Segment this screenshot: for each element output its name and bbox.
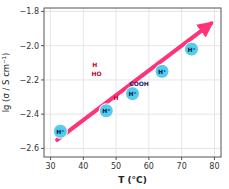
arrow-line: [57, 23, 211, 139]
grid-line: [50, 8, 51, 157]
grid-line: [181, 8, 182, 157]
tick-label: 40: [78, 162, 88, 171]
annotations: H⁺ H⁺ H⁺ H⁺ H⁺ HO H COOH H: [56, 46, 195, 135]
plot-frame: [44, 8, 221, 157]
annotation: H⁺: [128, 90, 136, 97]
point: [53, 124, 67, 138]
point: [126, 87, 140, 101]
annotation: HO: [91, 70, 101, 77]
grid-line: [214, 8, 215, 157]
tick-label: 60: [144, 162, 154, 171]
tick-label: −2.4: [20, 110, 39, 119]
point: [99, 104, 113, 118]
point: [155, 64, 169, 78]
point: [185, 42, 199, 56]
annotation: H⁺: [158, 68, 166, 75]
tick-label: −2.2: [20, 76, 39, 85]
tick-label: 50: [111, 162, 121, 171]
grid-line: [44, 11, 221, 12]
annotation: H⁺: [187, 46, 195, 53]
grid-line: [116, 8, 117, 157]
annotation: COOH: [129, 80, 149, 87]
axes: 30 40 50 60 70 80 −2.6 −2.4 −2.2 −2.0 −1.8: [20, 7, 221, 171]
tick-label: 80: [209, 162, 219, 171]
grid-line: [83, 8, 84, 157]
annotation: H: [114, 94, 119, 101]
tick-label: −2.6: [20, 144, 39, 153]
plot-area: [53, 23, 211, 139]
tick-label: 30: [45, 162, 55, 171]
x-axis-label: T (°C): [118, 175, 147, 185]
annotation: H⁺: [56, 128, 64, 135]
tick-label: −1.8: [20, 7, 39, 16]
tick-label: 70: [177, 162, 187, 171]
y-axis-label: lg (σ / S cm⁻¹): [1, 53, 11, 113]
annotation: H⁺: [102, 107, 110, 114]
annotation: H: [92, 61, 97, 68]
grid-line: [44, 148, 221, 149]
grid-line: [44, 114, 221, 115]
tick-label: −2.0: [20, 42, 39, 51]
chart: 30 40 50 60 70 80 −2.6 −2.4 −2.2 −2.0 −1.8 T (°C) lg…: [0, 0, 229, 189]
